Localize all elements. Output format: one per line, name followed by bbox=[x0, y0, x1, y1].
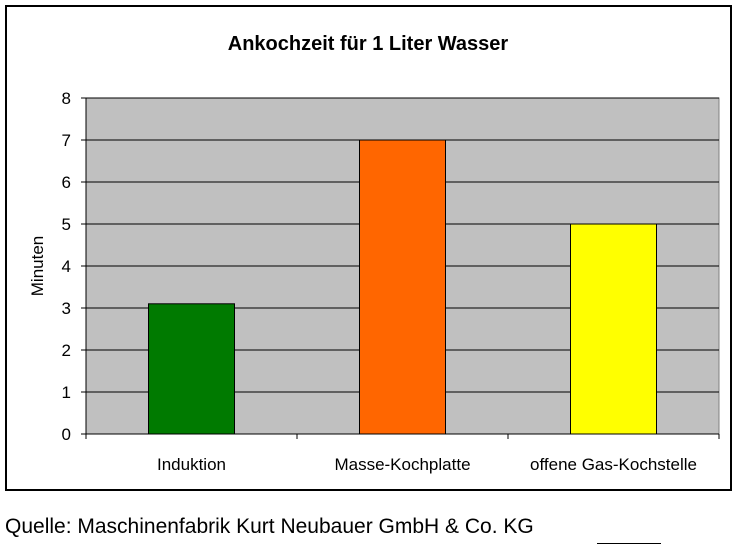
x-tick-label: Induktion bbox=[157, 455, 226, 474]
axes bbox=[81, 97, 720, 439]
x-tick-label: Masse-Kochplatte bbox=[334, 455, 470, 474]
source-underline bbox=[597, 543, 661, 544]
y-tick-label: 2 bbox=[62, 341, 71, 360]
x-tick-label: offene Gas-Kochstelle bbox=[530, 455, 697, 474]
bar-masse-kochplatte bbox=[359, 139, 446, 435]
y-tick-label: 6 bbox=[62, 173, 71, 192]
x-tick-labels: Induktion Masse-Kochplatte offene Gas-Koch… bbox=[157, 455, 697, 474]
bars bbox=[148, 139, 657, 435]
bar-induktion bbox=[148, 303, 235, 435]
y-tick-label: 3 bbox=[62, 299, 71, 318]
chart-title: Ankochzeit für 1 Liter Wasser bbox=[228, 33, 509, 55]
y-axis-label: Minuten bbox=[28, 236, 47, 296]
bar-offene-gas-kochstelle bbox=[570, 223, 657, 435]
y-tick-label: 7 bbox=[62, 131, 71, 150]
y-tick-labels: 0 1 2 3 4 5 6 7 8 bbox=[62, 89, 71, 444]
y-tick-label: 0 bbox=[62, 425, 71, 444]
y-tick-label: 5 bbox=[62, 215, 71, 234]
y-tick-label: 4 bbox=[62, 257, 71, 276]
y-tick-label: 8 bbox=[62, 89, 71, 108]
y-tick-label: 1 bbox=[62, 383, 71, 402]
source-caption: Quelle: Maschinenfabrik Kurt Neubauer Gm… bbox=[5, 515, 534, 538]
